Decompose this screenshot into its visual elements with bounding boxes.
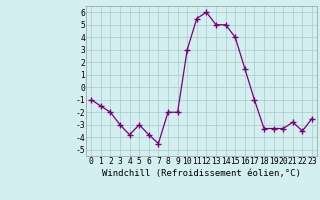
X-axis label: Windchill (Refroidissement éolien,°C): Windchill (Refroidissement éolien,°C): [102, 169, 301, 178]
